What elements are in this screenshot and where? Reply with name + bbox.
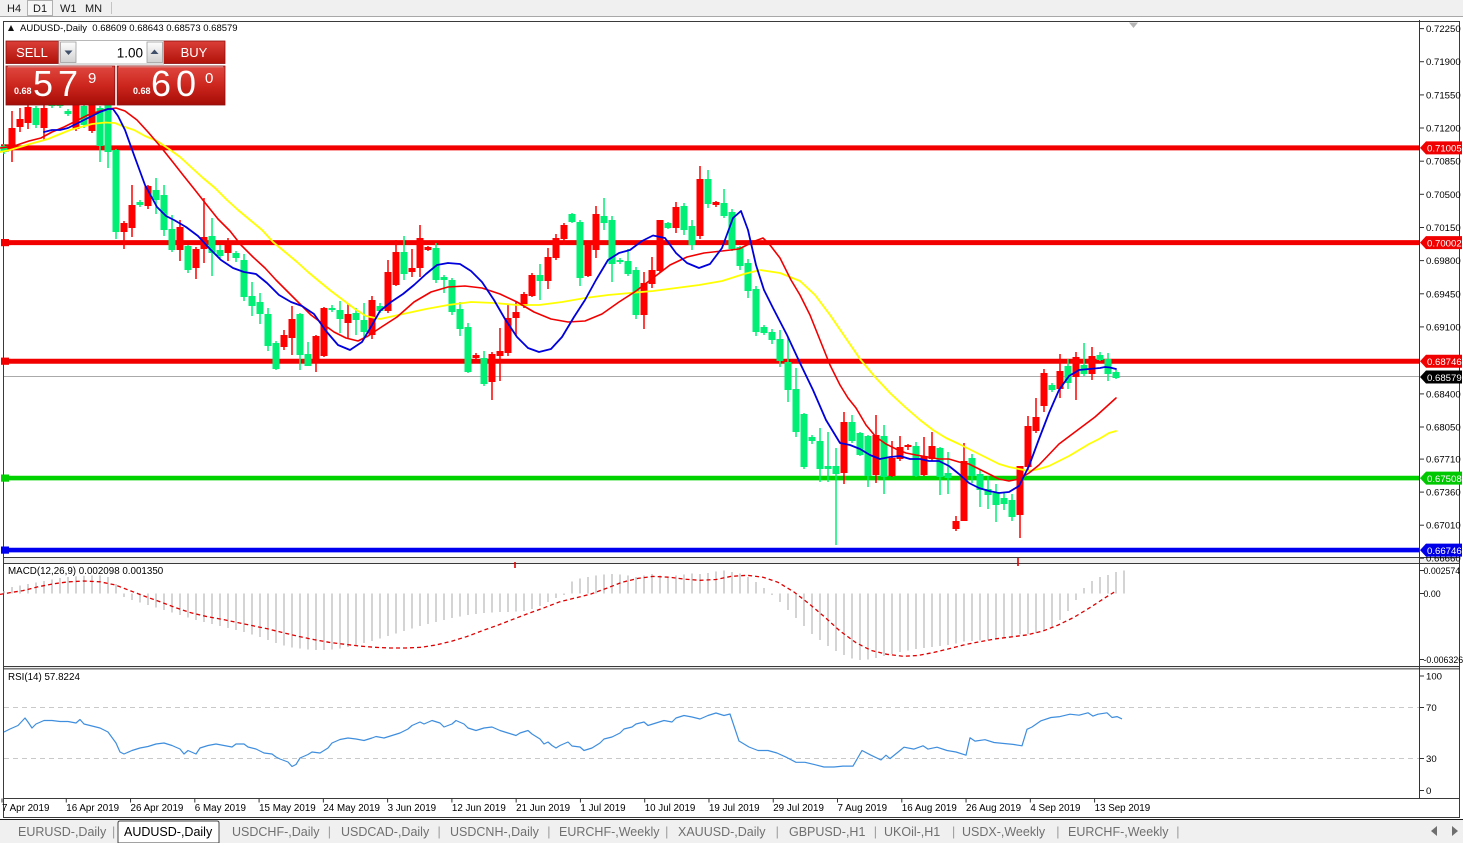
svg-text:0.68: 0.68 — [14, 86, 32, 96]
svg-text:0.72250: 0.72250 — [1426, 24, 1461, 35]
svg-text:13 Sep 2019: 13 Sep 2019 — [1095, 803, 1151, 814]
svg-text:0.68746: 0.68746 — [1427, 357, 1462, 368]
svg-text:0.71200: 0.71200 — [1426, 124, 1461, 135]
svg-text:0.69100: 0.69100 — [1426, 322, 1461, 333]
svg-text:0.71005: 0.71005 — [1427, 144, 1462, 155]
svg-text:26 Aug 2019: 26 Aug 2019 — [966, 803, 1021, 814]
svg-text:H4: H4 — [7, 3, 21, 15]
svg-text:USDX-,Weekly: USDX-,Weekly — [962, 825, 1046, 839]
svg-text:0.002574: 0.002574 — [1424, 566, 1461, 576]
svg-text:0.70002: 0.70002 — [1427, 238, 1462, 249]
svg-text:16 Aug 2019: 16 Aug 2019 — [902, 803, 957, 814]
svg-text:15 May 2019: 15 May 2019 — [259, 803, 316, 814]
svg-text:|: | — [874, 825, 877, 839]
svg-text:1.00: 1.00 — [117, 46, 143, 61]
svg-text:-0.006326: -0.006326 — [1424, 655, 1463, 665]
svg-text:|: | — [547, 825, 550, 839]
svg-text:0.67360: 0.67360 — [1426, 488, 1461, 499]
svg-text:12 Jun 2019: 12 Jun 2019 — [452, 803, 506, 814]
svg-text:|: | — [665, 825, 668, 839]
svg-text:0.66746: 0.66746 — [1427, 546, 1462, 557]
svg-text:GBPUSD-,H1: GBPUSD-,H1 — [789, 825, 865, 839]
svg-text:EURCHF-,Weekly: EURCHF-,Weekly — [1068, 825, 1169, 839]
svg-text:16 Apr 2019: 16 Apr 2019 — [66, 803, 119, 814]
svg-text:7 Apr 2019: 7 Apr 2019 — [2, 803, 49, 814]
svg-text:7 Aug 2019: 7 Aug 2019 — [838, 803, 888, 814]
svg-text:BUY: BUY — [181, 45, 208, 60]
svg-text:SELL: SELL — [16, 45, 48, 60]
svg-text:21 Jun 2019: 21 Jun 2019 — [516, 803, 570, 814]
svg-text:9: 9 — [88, 70, 96, 87]
svg-text:6 May 2019: 6 May 2019 — [195, 803, 246, 814]
svg-text:|: | — [438, 825, 441, 839]
svg-text:0.71900: 0.71900 — [1426, 57, 1461, 68]
svg-text:RSI(14) 57.8224: RSI(14) 57.8224 — [8, 672, 80, 683]
svg-text:D1: D1 — [33, 3, 47, 15]
svg-text:USDCHF-,Daily: USDCHF-,Daily — [232, 825, 320, 839]
svg-text:|: | — [112, 825, 115, 839]
svg-text:MN: MN — [85, 3, 102, 15]
svg-text:|: | — [328, 825, 331, 839]
svg-text:EURUSD-,Daily: EURUSD-,Daily — [18, 825, 107, 839]
svg-text:0.70850: 0.70850 — [1426, 157, 1461, 168]
svg-text:0.68579: 0.68579 — [1427, 373, 1462, 384]
svg-text:24 May 2019: 24 May 2019 — [323, 803, 380, 814]
svg-text:|: | — [1176, 825, 1179, 839]
svg-text:0.68: 0.68 — [133, 86, 151, 96]
svg-text:AUDUSD-,Daily: AUDUSD-,Daily — [124, 825, 213, 839]
svg-text:W1: W1 — [60, 3, 77, 15]
svg-text:0.71550: 0.71550 — [1426, 90, 1461, 101]
svg-text:0.69450: 0.69450 — [1426, 289, 1461, 300]
svg-text:USDCNH-,Daily: USDCNH-,Daily — [450, 825, 540, 839]
svg-text:USDCAD-,Daily: USDCAD-,Daily — [341, 825, 430, 839]
svg-text:26 Apr 2019: 26 Apr 2019 — [131, 803, 184, 814]
svg-text:29 Jul 2019: 29 Jul 2019 — [773, 803, 824, 814]
svg-text:30: 30 — [1426, 754, 1437, 765]
svg-text:57: 57 — [33, 63, 83, 104]
svg-text:|: | — [1056, 825, 1059, 839]
svg-text:0.67508: 0.67508 — [1427, 474, 1462, 485]
svg-text:0.00: 0.00 — [1424, 589, 1441, 599]
svg-text:19 Jul 2019: 19 Jul 2019 — [709, 803, 760, 814]
svg-text:0.67710: 0.67710 — [1426, 455, 1461, 466]
svg-text:0.68050: 0.68050 — [1426, 423, 1461, 434]
svg-text:0: 0 — [205, 70, 213, 87]
svg-text:0: 0 — [1426, 786, 1431, 797]
svg-text:0.69800: 0.69800 — [1426, 256, 1461, 267]
svg-text:10 Jul 2019: 10 Jul 2019 — [645, 803, 696, 814]
svg-text:0.67010: 0.67010 — [1426, 521, 1461, 532]
svg-text:3 Jun 2019: 3 Jun 2019 — [388, 803, 436, 814]
svg-text:MACD(12,26,9) 0.002098 0.00135: MACD(12,26,9) 0.002098 0.001350 — [8, 566, 164, 577]
svg-text:AUDUSD-,Daily 0.68609 0.68643: AUDUSD-,Daily 0.68609 0.68643 0.68573 0.… — [20, 23, 238, 34]
svg-text:1 Jul 2019: 1 Jul 2019 — [580, 803, 625, 814]
svg-text:0.70500: 0.70500 — [1426, 190, 1461, 201]
svg-text:UKOil-,H1: UKOil-,H1 — [884, 825, 940, 839]
svg-text:0.68400: 0.68400 — [1426, 389, 1461, 400]
svg-text:4 Sep 2019: 4 Sep 2019 — [1030, 803, 1080, 814]
svg-text:100: 100 — [1426, 672, 1442, 683]
svg-text:70: 70 — [1426, 703, 1437, 714]
svg-text:|: | — [776, 825, 779, 839]
svg-text:EURCHF-,Weekly: EURCHF-,Weekly — [559, 825, 660, 839]
svg-text:0.70150: 0.70150 — [1426, 223, 1461, 234]
svg-text:|: | — [952, 825, 955, 839]
svg-text:60: 60 — [151, 63, 201, 104]
svg-text:XAUUSD-,Daily: XAUUSD-,Daily — [678, 825, 766, 839]
